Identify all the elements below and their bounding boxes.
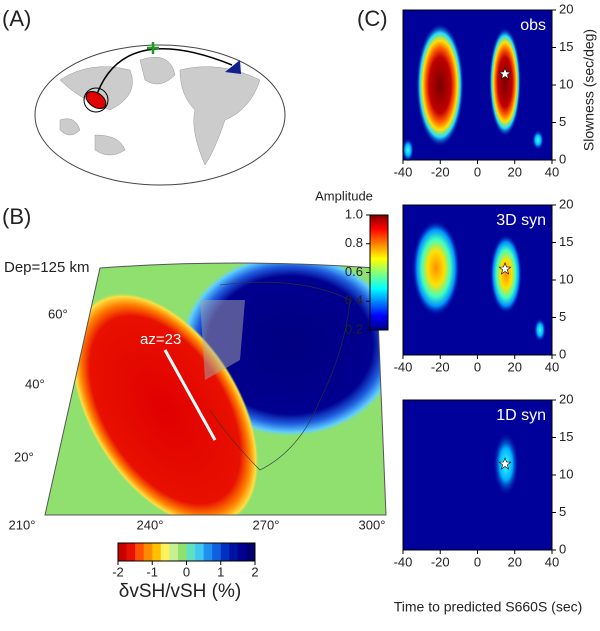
x-tick-label: 20 [508,554,522,569]
amplitude-blob [402,138,414,162]
subplot: 3D syn 0 5 10 15 20 -40 -20 0 20 40 [394,196,574,374]
lon-tick-label: 270° [253,517,280,532]
y-tick-label: 15 [559,39,573,54]
y-tick-label: 20 [559,196,573,211]
colorbar-cell [135,543,144,561]
x-tick-label: -40 [394,359,413,374]
y-tick-label: 5 [559,114,566,129]
star-marker [498,262,512,275]
colorbar-cell [246,543,256,561]
lat-tick-label: 20° [14,449,34,464]
panel-c-plots: obs 0 5 10 15 20 -40 -20 0 20 40 3D syn 0 5 10 15 20 -40 -… [394,1,574,569]
colorbar-tick-label: 0.4 [345,293,363,308]
colorbar-cell [195,543,204,561]
amplitude-blob [490,234,522,314]
lon-tick-label: 300° [359,517,386,532]
subplot: obs 0 5 10 15 20 -40 -20 0 20 40 [394,1,574,179]
amplitude-blob [489,27,521,137]
lat-tick-label: 60° [48,306,68,321]
y-tick-label: 15 [559,234,573,249]
lat-ticks: 60° 40° 20° [14,306,68,464]
colorbar-label: δvSH/vSH (%) [119,581,241,602]
lat-tick-label: 40° [25,376,45,391]
amplitude-blob [532,130,544,150]
colorbar-cell [169,543,179,561]
y-tick-label: 15 [559,429,573,444]
colorbar-tick-label: 2 [251,564,258,579]
colorbar-cell [126,543,136,561]
star-marker [498,67,512,80]
y-tick-label: 0 [559,151,566,166]
colorbar-tick-label: 0.6 [345,264,363,279]
colorbar-cell [237,543,247,561]
y-tick-label: 20 [559,1,573,16]
subplot-title: 1D syn [496,407,546,424]
colorbar-tick-label: 1 [217,564,224,579]
x-tick-label: 0 [474,359,481,374]
x-tick-label: 20 [508,359,522,374]
amplitude-blob [416,23,464,147]
colorbar-tick-label: 0.2 [345,321,363,336]
x-tick-label: 40 [545,554,559,569]
colorbar-cell [212,543,222,561]
colorbar-cell [143,543,153,561]
y-tick-label: 10 [559,271,573,286]
azimuth-label: az=23 [140,331,181,348]
x-axis-label: Time to predicted S660S (sec) [394,599,583,615]
colorbar-c: 1.0 0.8 0.6 0.4 0.2 [345,206,389,336]
x-tick-label: -40 [394,554,413,569]
colorbar-tick-label: 0 [183,564,190,579]
colorbar-tick-label: 1.0 [345,206,363,221]
y-tick-label: 0 [559,541,566,556]
colorbar-tick-label: 0.8 [345,235,363,250]
colorbar-tick-label: -2 [112,564,124,579]
x-tick-label: 20 [508,164,522,179]
colorbar-cell [118,543,127,561]
plot-background [403,400,552,550]
y-tick-label: 10 [559,466,573,481]
panel-label: (B) [2,204,31,229]
colorbar-cell [229,543,239,561]
x-tick-label: -20 [431,164,450,179]
panel-label: (A) [2,6,31,31]
lon-tick-label: 210° [9,517,36,532]
x-tick-label: -40 [394,164,413,179]
colorbar-cell [220,543,230,561]
y-axis-label: Slowness (sec/deg) [581,29,597,151]
star-marker [498,457,512,470]
colorbar-tick-label: -1 [146,564,158,579]
colorbar-cell [177,543,187,561]
colorbar-cell [186,543,196,561]
colorbar-cell [160,543,170,561]
y-tick-label: 5 [559,309,566,324]
amplitude-blob [534,318,546,342]
colorbar-title: Amplitude [315,188,373,203]
depth-label: Dep=125 km [4,259,89,276]
x-tick-label: 40 [545,359,559,374]
colorbar-cell [203,543,213,561]
y-tick-label: 0 [559,346,566,361]
x-tick-label: -20 [431,359,450,374]
colorbar-b: -2 -1 0 1 2 [112,542,259,579]
subplot: 1D syn 0 5 10 15 20 -40 -20 0 20 40 [394,391,574,569]
profile-line [163,349,217,441]
subplot-title: obs [520,17,546,34]
x-tick-label: 0 [474,554,481,569]
x-tick-label: 0 [474,164,481,179]
velocity-map [45,263,386,515]
amplitude-blob [412,220,460,316]
panel-label: (C) [357,6,388,31]
y-tick-label: 10 [559,76,573,91]
x-tick-label: -20 [431,554,450,569]
subplot-title: 3D syn [496,212,546,229]
lon-ticks: 210° 240° 270° 300° [9,517,386,532]
colorbar-cell [152,543,162,561]
lon-tick-label: 240° [137,517,164,532]
world-map [34,42,286,186]
y-tick-label: 20 [559,391,573,406]
y-tick-label: 5 [559,504,566,519]
x-tick-label: 40 [545,164,559,179]
